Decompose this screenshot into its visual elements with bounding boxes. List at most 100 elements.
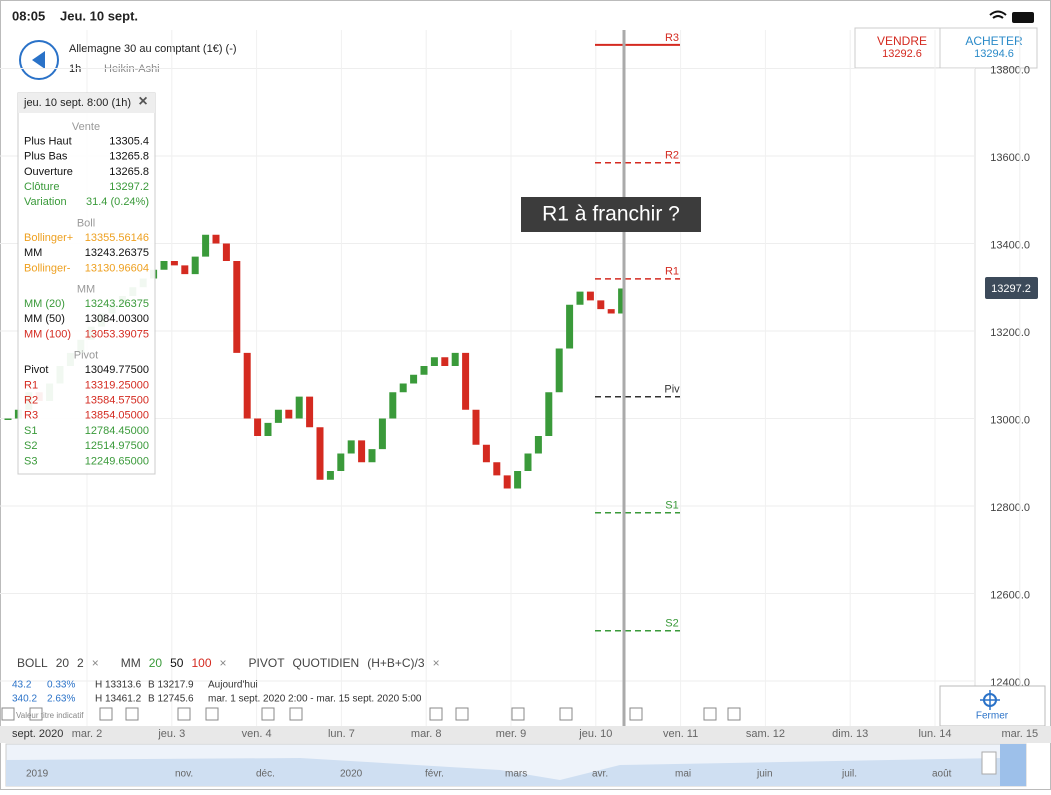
row-label: MM (100) (24, 328, 71, 340)
pivot-label: R2 (665, 150, 679, 162)
candle (160, 261, 168, 270)
indicator-item: (H+B+C)/3 (367, 656, 425, 670)
day-label: ven. 4 (242, 728, 272, 740)
row-value: 13053.39075 (85, 328, 149, 340)
indicator-item: BOLL (17, 656, 48, 670)
navigator-label: mai (675, 769, 691, 780)
row-value: 13265.8 (109, 166, 149, 178)
calendar-icon[interactable] (559, 707, 573, 721)
candle (514, 471, 522, 489)
candle (576, 291, 584, 305)
candle (451, 352, 459, 366)
candle (482, 444, 490, 463)
row-label: Pivot (24, 364, 48, 376)
row-value: 13130.96604 (85, 262, 149, 274)
row-value: 13049.77500 (85, 364, 149, 376)
indicator-item[interactable]: × (220, 656, 227, 670)
candle (326, 471, 334, 480)
panel-box (17, 92, 156, 475)
indicator-item: MM (121, 656, 141, 670)
stat: Aujourd'hui (208, 680, 258, 691)
candle (555, 348, 563, 393)
candle (607, 309, 615, 314)
calendar-icon[interactable] (1, 707, 15, 721)
section-title: MM (77, 284, 95, 296)
navigator-label: juin (756, 769, 773, 780)
calendar-icon[interactable] (99, 707, 113, 721)
crosshair-lines[interactable] (980, 690, 1000, 710)
candle (378, 418, 386, 450)
calendar-icon[interactable] (727, 707, 741, 721)
sell-price[interactable]: 13292.6 (882, 48, 922, 60)
stat: H 13313.6 (95, 680, 142, 691)
panel-close[interactable]: × (138, 93, 147, 110)
calendar-icon[interactable] (205, 707, 219, 721)
row-label: S1 (24, 425, 37, 437)
indicator-item[interactable]: × (433, 656, 440, 670)
navigator-label: mars (505, 769, 527, 780)
day-label: ven. 11 (663, 728, 698, 740)
close-label[interactable]: Fermer (976, 711, 1009, 722)
row-label: MM (50) (24, 313, 65, 325)
calendar-icon[interactable] (511, 707, 525, 721)
back-button[interactable] (19, 40, 59, 80)
calendar-icon[interactable] (703, 707, 717, 721)
row-value: 13243.26375 (85, 298, 149, 310)
row-label: Plus Haut (24, 135, 72, 147)
calendar-icon[interactable] (125, 707, 139, 721)
indicator-item[interactable]: × (92, 656, 99, 670)
candle (212, 234, 220, 244)
indicator-item: 50 (170, 656, 184, 670)
candle (264, 422, 272, 436)
navigator-area (6, 750, 1026, 786)
candle (462, 352, 470, 410)
navigator-handle[interactable] (981, 751, 997, 775)
time-axis-strip (0, 726, 1051, 743)
candle (306, 396, 314, 428)
candle (347, 440, 355, 454)
row-value: 12514.97500 (85, 440, 149, 452)
candle (441, 357, 449, 366)
back-arrow[interactable] (32, 51, 45, 69)
candle (597, 300, 605, 310)
stat: B 13217.9 (148, 680, 194, 691)
candle (233, 261, 241, 353)
candle (4, 418, 12, 420)
navigator-window[interactable] (1000, 744, 1026, 786)
day-label: mar. 2 (72, 728, 103, 740)
calendar-icon[interactable] (261, 707, 275, 721)
row-label: R1 (24, 379, 38, 391)
annotation-box (521, 197, 701, 232)
indicator-item: 2 (77, 656, 84, 670)
calendar-icon[interactable] (29, 707, 43, 721)
candle (389, 392, 397, 419)
wifi-icon (989, 10, 1007, 19)
stat: B 12745.6 (148, 694, 194, 705)
calendar-icon[interactable] (177, 707, 191, 721)
row-label: Bollinger- (24, 262, 71, 274)
sell-label[interactable]: VENDRE (877, 34, 927, 48)
y-tick-label: 12800.0 (990, 502, 1030, 514)
calendar-icon[interactable] (429, 707, 443, 721)
buy-price[interactable]: 13294.6 (974, 48, 1014, 60)
calendar-icon[interactable] (289, 707, 303, 721)
buy-label[interactable]: ACHETER (965, 34, 1023, 48)
pivot-label: Piv (664, 384, 680, 396)
row-label: R3 (24, 410, 38, 422)
status-date: Jeu. 10 sept. (60, 8, 138, 23)
row-label: MM (24, 247, 42, 259)
pivot-label: S2 (665, 618, 678, 630)
candle (503, 475, 511, 489)
calendar-icon[interactable] (455, 707, 469, 721)
y-tick-label: 13600.0 (990, 152, 1030, 164)
candle (285, 409, 293, 419)
row-value: 13355.56146 (85, 232, 149, 244)
panel-header (18, 93, 155, 113)
quote-box (854, 27, 1038, 69)
indicator-item: 20 (56, 656, 70, 670)
candle (430, 357, 438, 366)
row-label: S3 (24, 455, 37, 467)
calendar-icon[interactable] (629, 707, 643, 721)
